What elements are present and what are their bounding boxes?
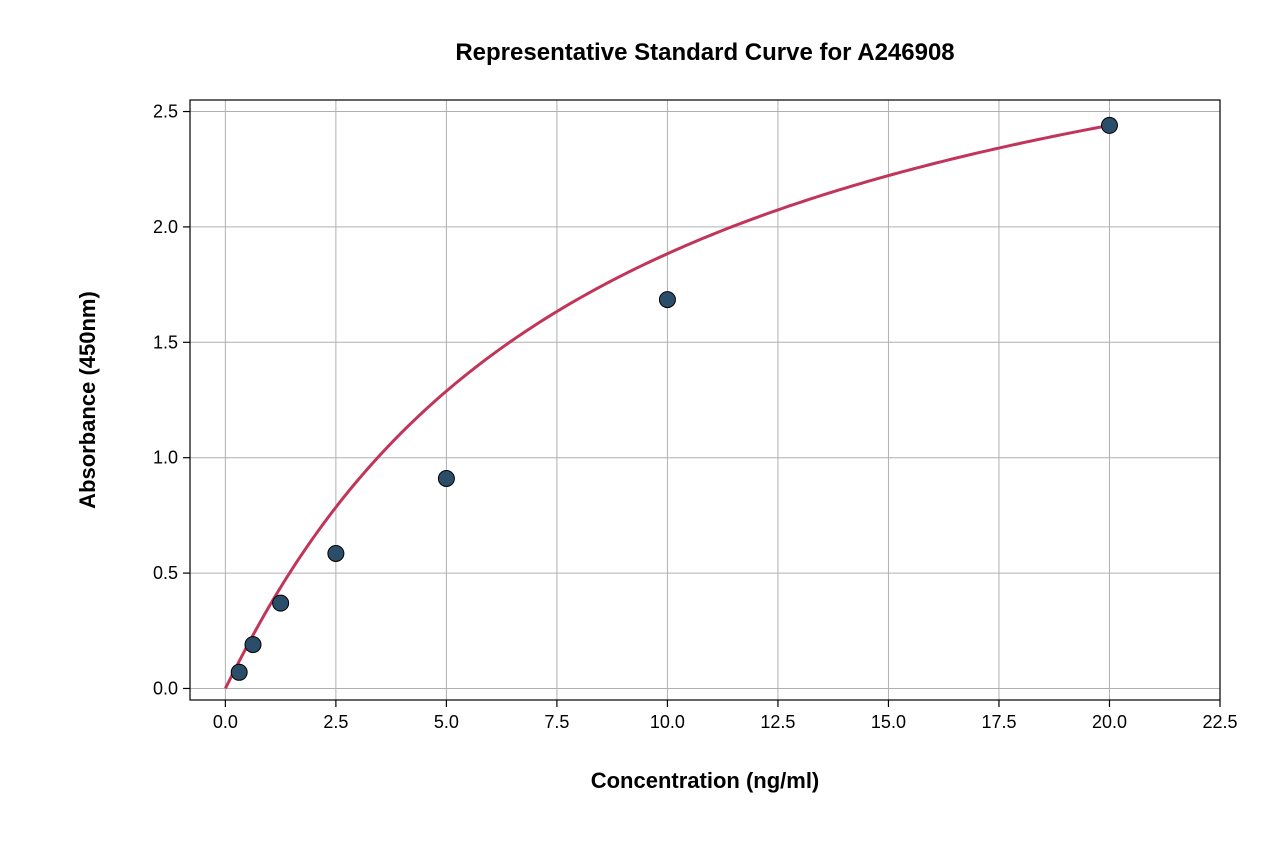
y-tick-label: 0.5 <box>153 563 178 583</box>
x-axis-label: Concentration (ng/ml) <box>591 768 820 793</box>
x-tick-label: 15.0 <box>871 712 906 732</box>
y-tick-label: 0.0 <box>153 678 178 698</box>
x-tick-label: 17.5 <box>981 712 1016 732</box>
data-point <box>273 595 289 611</box>
y-tick-label: 2.5 <box>153 102 178 122</box>
y-axis-label: Absorbance (450nm) <box>75 291 100 509</box>
plot-border <box>190 100 1220 700</box>
x-tick-label: 7.5 <box>544 712 569 732</box>
chart-container: 0.0 2.5 5.0 7.5 10.0 12.5 15.0 17.5 20.0 22.5 0.0 0… <box>40 20 1240 820</box>
x-tick-label: 22.5 <box>1202 712 1237 732</box>
data-point <box>1101 117 1117 133</box>
chart-title: Representative Standard Curve for A24690… <box>455 39 954 66</box>
x-tick-label: 10.0 <box>650 712 685 732</box>
data-point <box>438 470 454 486</box>
chart-svg: 0.0 2.5 5.0 7.5 10.0 12.5 15.0 17.5 20.0 22.5 0.0 0… <box>40 20 1240 820</box>
x-tick-label: 20.0 <box>1092 712 1127 732</box>
plot-area: 0.0 2.5 5.0 7.5 10.0 12.5 15.0 17.5 20.0 22.5 0.0 0… <box>153 100 1238 732</box>
x-tick-label: 0.0 <box>213 712 238 732</box>
x-tick-label: 5.0 <box>434 712 459 732</box>
y-tick-label: 1.5 <box>153 332 178 352</box>
y-tick-label: 1.0 <box>153 448 178 468</box>
data-point <box>231 664 247 680</box>
x-tick-label: 2.5 <box>323 712 348 732</box>
y-tick-label: 2.0 <box>153 217 178 237</box>
data-point <box>245 637 261 653</box>
data-point <box>328 545 344 561</box>
data-point <box>659 292 675 308</box>
x-tick-label: 12.5 <box>760 712 795 732</box>
